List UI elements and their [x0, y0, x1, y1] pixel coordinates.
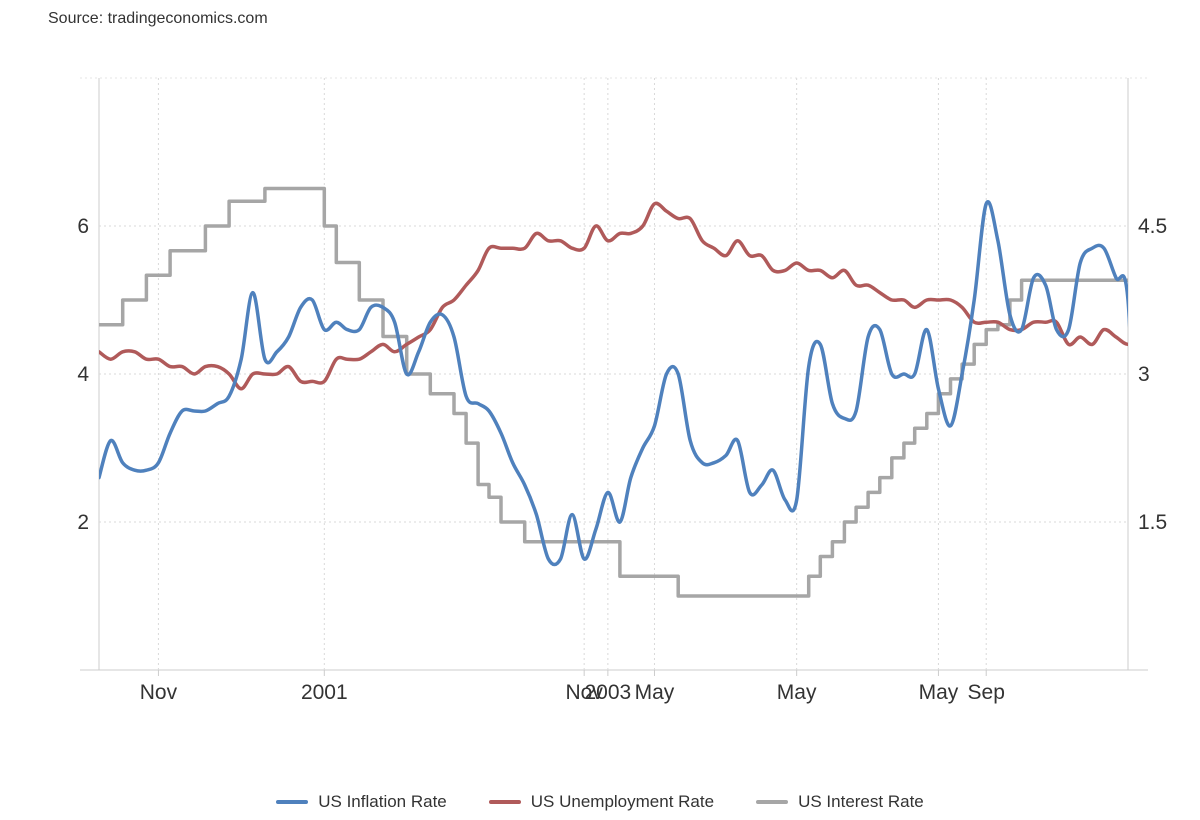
- x-tick-label: 2003: [585, 681, 632, 704]
- x-tick-label: Nov: [140, 681, 178, 704]
- legend-label: US Unemployment Rate: [530, 792, 715, 811]
- source-label: Source: tradingeconomics.com: [48, 10, 268, 27]
- legend-swatch: [756, 800, 789, 804]
- series-line-us-inflation-rate: [99, 200, 1128, 567]
- legend-swatch: [488, 800, 521, 804]
- y-right-tick-label: 3: [1138, 363, 1150, 386]
- legend-label: US Interest Rate: [798, 792, 924, 811]
- y-left-tick-label: 4: [77, 363, 89, 386]
- legend-item-us-inflation-rate[interactable]: US Inflation Rate: [276, 792, 447, 812]
- x-tick-label: May: [919, 681, 959, 704]
- legend-label: US Inflation Rate: [318, 792, 447, 811]
- series-line-us-interest-rate: [99, 186, 1128, 598]
- x-tick-label: Sep: [968, 681, 1005, 704]
- y-left-tick-label: 2: [77, 511, 89, 534]
- x-tick-label: May: [635, 681, 675, 704]
- y-right-tick-label: 1.5: [1138, 511, 1167, 534]
- legend: US Inflation Rate US Unemployment Rate US …: [0, 792, 1200, 812]
- x-tick-label: 2001: [301, 681, 348, 704]
- legend-swatch: [276, 800, 309, 804]
- y-right-tick-label: 4.5: [1138, 215, 1167, 238]
- legend-item-us-interest-rate[interactable]: US Interest Rate: [756, 792, 924, 812]
- x-tick-label: May: [777, 681, 817, 704]
- y-left-tick-label: 6: [77, 215, 89, 238]
- legend-item-us-unemployment-rate[interactable]: US Unemployment Rate: [488, 792, 715, 812]
- x-tick-label: Nov: [565, 681, 603, 704]
